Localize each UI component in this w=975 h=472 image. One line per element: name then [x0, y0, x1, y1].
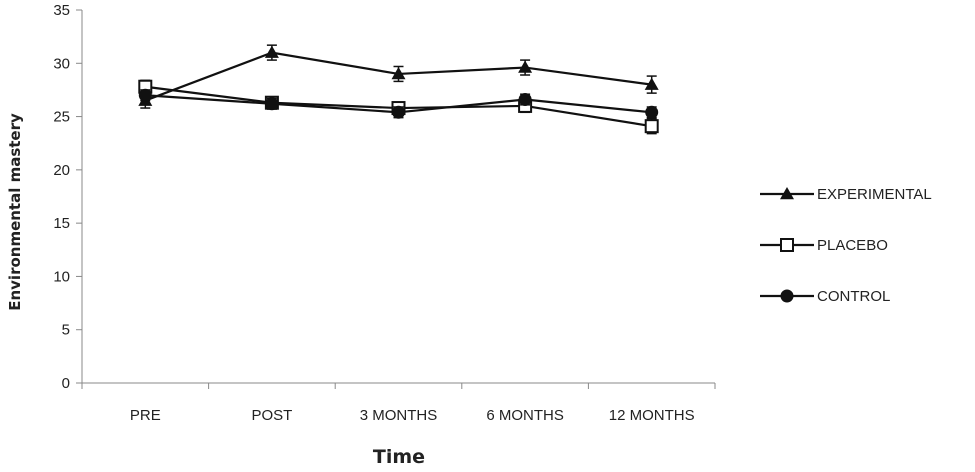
x-tick-label: 3 MONTHS: [360, 407, 438, 424]
x-tick-label: POST: [251, 407, 292, 424]
data-point-control: [138, 88, 152, 102]
y-tick-label: 25: [53, 109, 70, 126]
data-point-experimental: [391, 66, 406, 80]
data-point-placebo: [644, 119, 659, 134]
x-tick-label: 6 MONTHS: [486, 407, 564, 424]
legend-label: EXPERIMENTAL: [817, 186, 932, 203]
data-point-control: [518, 93, 532, 107]
data-point-experimental: [264, 45, 279, 58]
y-tick-label: 0: [62, 375, 70, 392]
legend-label: PLACEBO: [817, 237, 888, 254]
data-point-control: [265, 97, 279, 111]
legend-marker-control: [780, 289, 794, 303]
y-axis-ticks: 0 5 10 15 20 25 30 35: [53, 2, 82, 392]
y-tick-label: 20: [53, 162, 70, 179]
y-tick-label: 35: [53, 2, 70, 19]
data-point-control: [645, 105, 659, 119]
x-tick-label: 12 MONTHS: [609, 407, 695, 424]
legend-marker-placebo: [780, 238, 794, 252]
data-point-experimental: [518, 60, 533, 73]
axes: [81, 10, 715, 384]
legend-item-experimental: EXPERIMENTAL: [760, 186, 932, 203]
y-axis-title: Environmental mastery: [6, 113, 24, 311]
y-tick-label: 30: [53, 55, 70, 72]
legend-item-placebo: PLACEBO: [760, 237, 888, 254]
series-experimental: [138, 44, 659, 109]
data-series: [138, 44, 659, 135]
legend-item-control: CONTROL: [760, 288, 890, 305]
x-axis-title: Time: [373, 446, 425, 468]
y-tick-label: 5: [62, 322, 70, 339]
x-axis-ticks: PRE POST 3 MONTHS 6 MONTHS 12 MONTHS: [81, 383, 716, 424]
data-point-control: [392, 105, 405, 119]
legend-marker-experimental: [780, 187, 794, 200]
y-tick-label: 10: [53, 268, 70, 285]
x-tick-label: PRE: [130, 407, 161, 424]
legend-label: CONTROL: [817, 288, 890, 305]
legend: EXPERIMENTAL PLACEBO CONTROL: [760, 186, 932, 305]
y-tick-label: 15: [53, 215, 70, 232]
series-control: [138, 88, 659, 119]
data-point-experimental: [644, 77, 659, 90]
